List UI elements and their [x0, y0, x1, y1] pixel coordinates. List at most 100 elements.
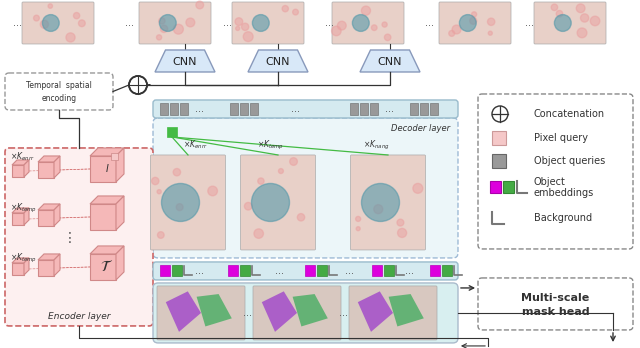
- Bar: [360, 103, 368, 115]
- Polygon shape: [90, 254, 116, 280]
- Circle shape: [356, 227, 360, 231]
- Circle shape: [362, 183, 399, 221]
- Bar: [503, 181, 514, 193]
- Circle shape: [159, 15, 176, 31]
- Bar: [442, 265, 452, 276]
- Polygon shape: [12, 160, 29, 165]
- Text: Pixel query: Pixel query: [534, 133, 588, 143]
- Text: ...: ...: [346, 266, 355, 276]
- Polygon shape: [116, 148, 124, 182]
- Bar: [384, 265, 394, 276]
- Polygon shape: [12, 165, 24, 177]
- Circle shape: [252, 183, 289, 221]
- Circle shape: [460, 15, 476, 31]
- Polygon shape: [116, 246, 124, 280]
- Circle shape: [298, 214, 305, 221]
- FancyBboxPatch shape: [5, 148, 153, 326]
- Text: Background: Background: [534, 213, 592, 223]
- Polygon shape: [388, 294, 424, 326]
- Bar: [240, 103, 248, 115]
- Text: $\times K_{enrr}$: $\times K_{enrr}$: [10, 151, 35, 163]
- Circle shape: [236, 26, 240, 31]
- Polygon shape: [38, 260, 54, 276]
- Text: CNN: CNN: [266, 57, 291, 67]
- Text: ...: ...: [125, 18, 134, 28]
- Circle shape: [258, 178, 264, 184]
- Polygon shape: [54, 254, 60, 276]
- Polygon shape: [38, 210, 54, 226]
- Text: Concatenation: Concatenation: [534, 109, 605, 119]
- Polygon shape: [90, 148, 124, 156]
- Bar: [250, 103, 258, 115]
- Bar: [430, 265, 440, 276]
- Polygon shape: [38, 254, 60, 260]
- Polygon shape: [24, 258, 29, 275]
- Polygon shape: [38, 156, 60, 162]
- FancyBboxPatch shape: [153, 283, 458, 343]
- Polygon shape: [90, 156, 116, 182]
- Text: Multi-scale: Multi-scale: [522, 293, 589, 303]
- Circle shape: [160, 25, 168, 32]
- Polygon shape: [292, 294, 328, 326]
- Circle shape: [254, 229, 264, 238]
- Polygon shape: [155, 50, 215, 72]
- Bar: [410, 103, 418, 115]
- FancyBboxPatch shape: [332, 2, 404, 44]
- Circle shape: [290, 158, 298, 165]
- Text: $\times K_{temp}$: $\times K_{temp}$: [10, 251, 37, 264]
- Text: $\times K_{nang}$: $\times K_{nang}$: [363, 139, 390, 151]
- Circle shape: [337, 21, 346, 30]
- Polygon shape: [360, 50, 420, 72]
- Circle shape: [74, 13, 80, 19]
- Polygon shape: [38, 162, 54, 178]
- Bar: [372, 265, 382, 276]
- Circle shape: [235, 18, 243, 25]
- Circle shape: [157, 190, 161, 194]
- Text: ...: ...: [426, 18, 435, 28]
- Polygon shape: [262, 291, 297, 332]
- Text: ...: ...: [275, 266, 285, 276]
- Text: I: I: [106, 164, 108, 174]
- Bar: [305, 265, 315, 276]
- Text: embeddings: embeddings: [534, 188, 595, 198]
- Text: encoding: encoding: [42, 95, 77, 103]
- Circle shape: [292, 9, 298, 15]
- Bar: [111, 153, 118, 160]
- Text: Decoder layer: Decoder layer: [391, 125, 450, 134]
- FancyBboxPatch shape: [139, 2, 211, 44]
- Circle shape: [173, 24, 184, 34]
- Polygon shape: [116, 196, 124, 230]
- Bar: [172, 265, 182, 276]
- Circle shape: [472, 12, 477, 17]
- Circle shape: [556, 10, 563, 17]
- Text: ...: ...: [195, 104, 205, 114]
- Circle shape: [186, 18, 195, 27]
- Text: ⋮: ⋮: [63, 231, 77, 245]
- Polygon shape: [12, 258, 29, 263]
- Circle shape: [42, 15, 59, 31]
- Polygon shape: [54, 156, 60, 178]
- FancyBboxPatch shape: [351, 155, 426, 250]
- Text: $\mathcal{T}$: $\mathcal{T}$: [100, 260, 113, 275]
- Bar: [370, 103, 378, 115]
- Text: ...: ...: [326, 18, 335, 28]
- Circle shape: [196, 1, 204, 9]
- Circle shape: [252, 15, 269, 31]
- Text: $\times K_{enrr}$: $\times K_{enrr}$: [183, 139, 208, 151]
- Circle shape: [492, 106, 508, 122]
- Circle shape: [470, 17, 477, 24]
- Bar: [490, 181, 501, 193]
- Circle shape: [161, 183, 200, 221]
- Circle shape: [353, 15, 369, 31]
- Circle shape: [48, 4, 52, 8]
- Circle shape: [282, 6, 289, 12]
- Polygon shape: [12, 263, 24, 275]
- Bar: [240, 265, 250, 276]
- Polygon shape: [90, 204, 116, 230]
- Polygon shape: [24, 160, 29, 177]
- Bar: [160, 103, 168, 115]
- Circle shape: [374, 205, 383, 214]
- Circle shape: [244, 203, 252, 210]
- Circle shape: [382, 22, 387, 27]
- Circle shape: [33, 15, 40, 21]
